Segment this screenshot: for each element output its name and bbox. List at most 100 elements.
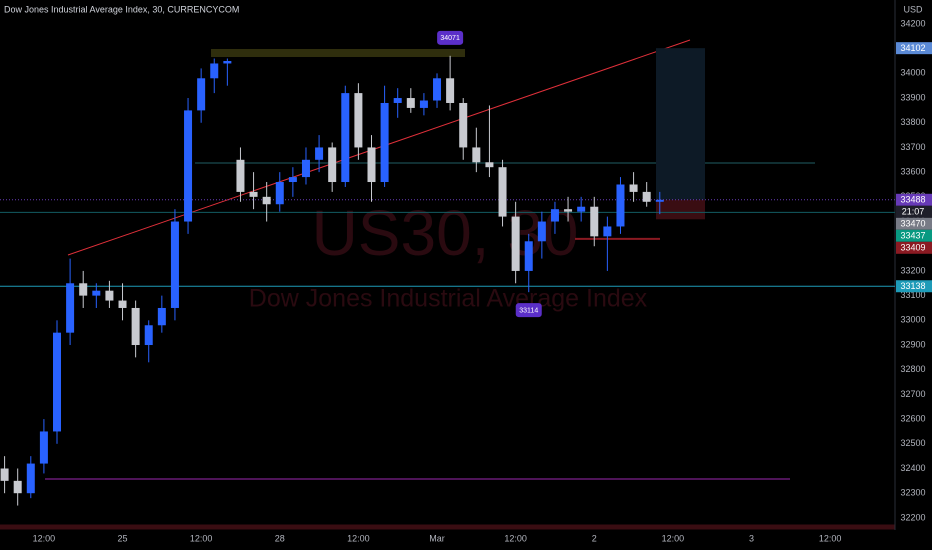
y-tick-label: 32600 — [900, 413, 925, 423]
candle-body — [262, 196, 271, 205]
x-tick-label: 12:00 — [347, 533, 370, 543]
candle-body — [210, 63, 219, 79]
x-tick-label: 12:00 — [190, 533, 213, 543]
candle-body — [419, 100, 428, 108]
extreme-label: 33114 — [519, 308, 538, 315]
candle-body — [367, 147, 376, 183]
candle-body — [642, 191, 651, 202]
watermark: US30, 30 — [312, 197, 579, 269]
candle-body — [328, 147, 337, 183]
candle-body — [315, 147, 324, 160]
candle-body — [354, 93, 363, 148]
candle-body — [380, 102, 389, 183]
countdown: 21:07 — [902, 207, 925, 217]
price-tag-bg — [896, 280, 932, 293]
candle-body — [537, 221, 546, 242]
candle-body — [433, 78, 442, 101]
candle-body — [590, 206, 599, 237]
extreme-bubble — [515, 303, 542, 318]
price-tag: 33138 — [900, 281, 925, 291]
y-tick-label: 33100 — [900, 290, 925, 300]
chart-title: Dow Jones Industrial Average Index, 30, … — [4, 4, 239, 14]
y-tick-label: 33900 — [900, 92, 925, 102]
y-tick-label: 33800 — [900, 117, 925, 127]
price-tag: 33437 — [900, 231, 925, 241]
candle-body — [393, 98, 402, 103]
x-tick-label: 12:00 — [504, 533, 527, 543]
candle-body — [524, 241, 533, 271]
price-tag: 34102 — [900, 43, 925, 53]
candle-body — [131, 307, 140, 346]
countdown-bg — [896, 205, 932, 218]
y-tick-label: 32300 — [900, 488, 925, 498]
candle-body — [223, 61, 232, 64]
candle-body — [0, 468, 9, 481]
candle-body — [170, 221, 179, 308]
y-tick-label: 33600 — [900, 167, 925, 177]
candle-body — [184, 110, 193, 222]
x-tick-label: 2 — [592, 533, 597, 543]
y-tick-label: 32700 — [900, 389, 925, 399]
y-tick-label: 34000 — [900, 68, 925, 78]
extreme-label: 34071 — [440, 35, 460, 42]
candle-body — [79, 283, 88, 296]
x-tick-label: 12:00 — [33, 533, 56, 543]
candle-body — [485, 162, 494, 168]
candle-body — [603, 226, 612, 237]
x-tick-label: 12:00 — [819, 533, 842, 543]
trend-line — [67, 39, 691, 256]
candle-body — [53, 332, 62, 432]
candle-body — [13, 480, 22, 494]
candle-body — [92, 290, 101, 296]
candle-body — [550, 209, 559, 222]
candle-body — [301, 159, 310, 178]
y-tick-label: 34200 — [900, 18, 925, 28]
watermark-subtitle: Dow Jones Industrial Average Index — [249, 285, 648, 313]
extreme-bubble — [437, 30, 464, 45]
candle-body — [655, 199, 664, 202]
y-tick-label: 32800 — [900, 364, 925, 374]
y-tick-label: 32900 — [900, 339, 925, 349]
price-tag-bg — [896, 193, 932, 206]
candle-body — [564, 209, 573, 212]
candle-body — [616, 184, 625, 227]
candle-body — [105, 290, 114, 301]
x-tick-label: 12:00 — [662, 533, 685, 543]
y-tick-label: 32400 — [900, 463, 925, 473]
candle-body — [39, 431, 48, 464]
candle-body — [157, 307, 166, 326]
candle-body — [577, 206, 586, 212]
position-target — [656, 48, 705, 200]
candle-body — [249, 191, 258, 197]
price-tag: 33470 — [900, 219, 925, 229]
candle-body — [472, 147, 481, 163]
y-tick-label: 33700 — [900, 142, 925, 152]
currency: USD — [903, 4, 923, 14]
x-tick-label: 3 — [749, 533, 754, 543]
x-tick-label: 28 — [275, 533, 285, 543]
x-tick-label: 25 — [118, 533, 128, 543]
candle-body — [446, 78, 455, 103]
candle-body — [236, 159, 245, 192]
candle-body — [406, 98, 415, 108]
price-tag: 33409 — [900, 243, 925, 253]
candle-body — [459, 102, 468, 148]
zone-box — [211, 49, 465, 57]
candle-body — [511, 216, 520, 271]
position-stop — [656, 199, 705, 220]
price-tag-bg — [896, 217, 932, 230]
candle-body — [26, 463, 35, 494]
candle-body — [498, 167, 507, 217]
candle-body — [341, 93, 350, 183]
candle-body — [144, 325, 153, 346]
price-tag-bg — [896, 241, 932, 254]
y-tick-label: 33200 — [900, 265, 925, 275]
price-tag-bg — [896, 229, 932, 242]
candle-body — [288, 177, 297, 183]
price-tag-bg — [896, 42, 932, 55]
candle-body — [275, 182, 284, 205]
candle-body — [629, 184, 638, 192]
price-tag: 33488 — [900, 195, 925, 205]
